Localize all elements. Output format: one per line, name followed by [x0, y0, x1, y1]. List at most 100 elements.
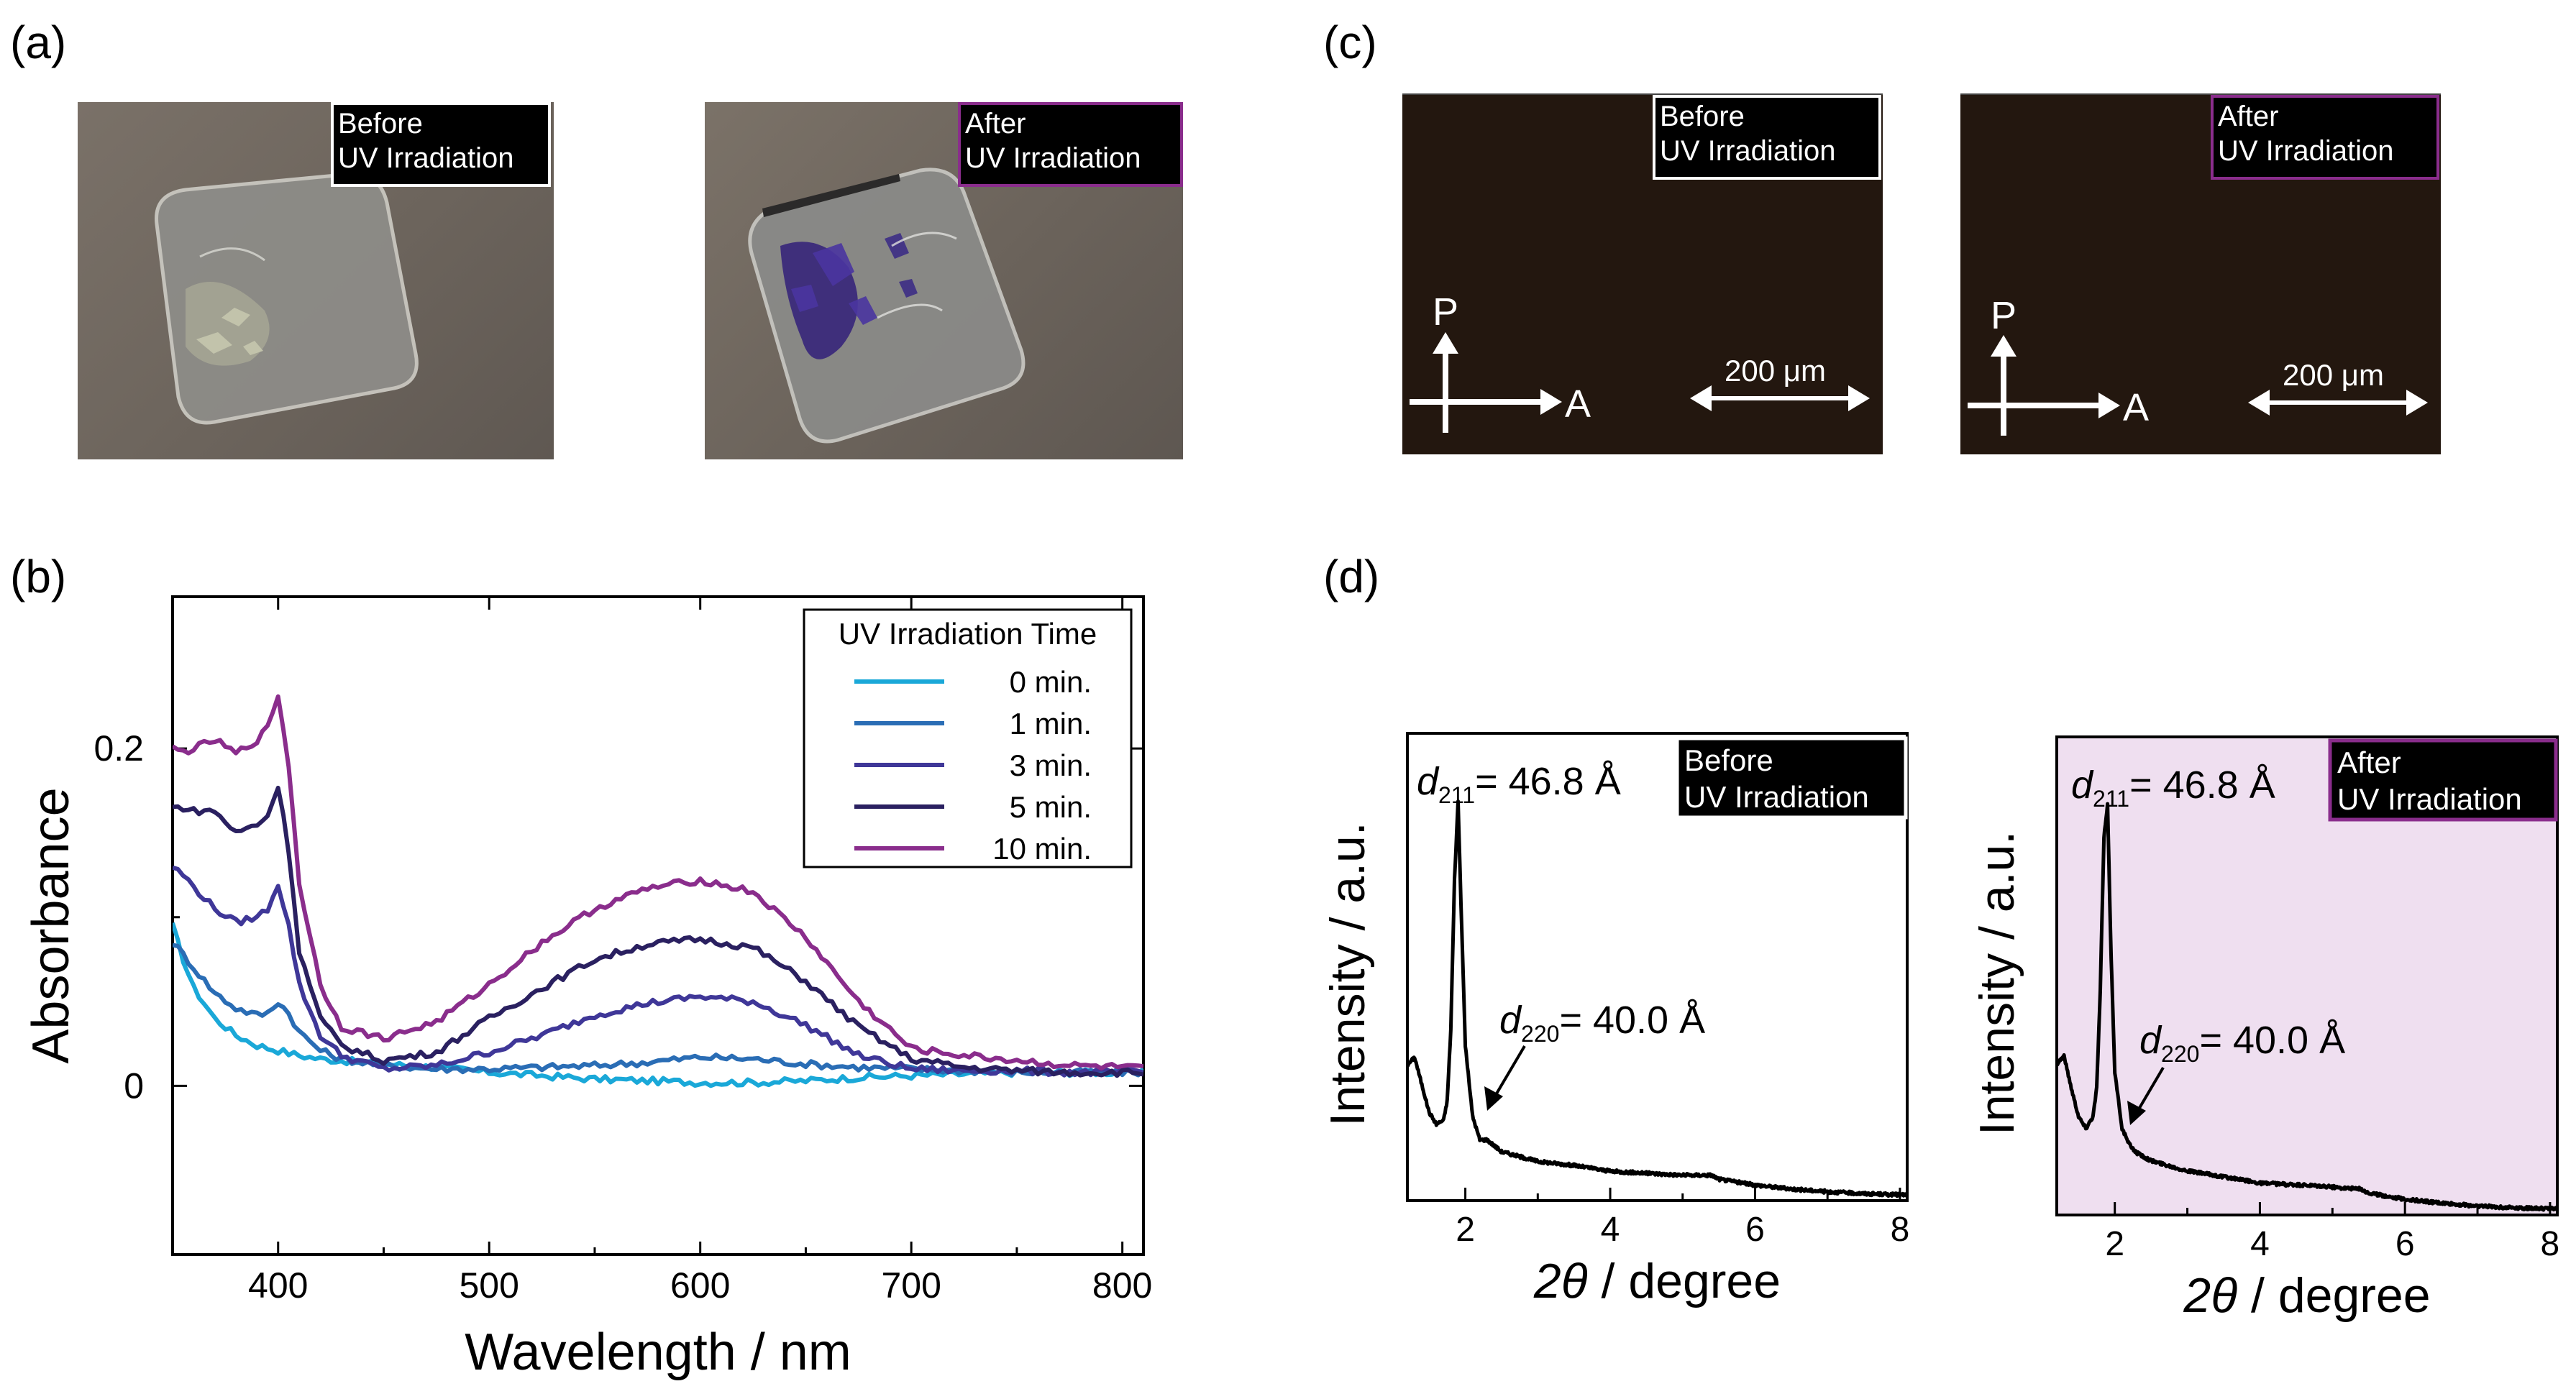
legend-label-b-2: 3 min. — [1010, 748, 1092, 782]
y-tick-label-b-1: 0.2 — [93, 728, 144, 769]
peak-label-value: = 46.8 Å — [2129, 764, 2275, 807]
peak-arrow-line-d-0 — [1490, 1045, 1526, 1104]
chart-b-group: 400 500 600 700 800 0 0.2 Wavelength / nm Absorb… — [22, 595, 1152, 1381]
peak-arrow-head-icon-d-0 — [1484, 1086, 1503, 1111]
peak-label-value: = 40.0 Å — [1559, 999, 1705, 1042]
xrd-tag-box-1 — [2328, 738, 2558, 822]
series-line-b-4 — [173, 694, 1143, 1071]
photo-before-uv: Before UV Irradiation — [78, 102, 554, 459]
tag-line2: UV Irradiation — [338, 142, 514, 174]
analyzer-label: A — [2123, 386, 2149, 429]
tag-line1: After — [965, 108, 1026, 139]
legend-label-b-1: 1 min. — [1010, 707, 1092, 740]
peak-label-subscript: 211 — [2093, 786, 2129, 812]
series-line-b-3 — [173, 785, 1143, 1078]
legend-label-b-4: 10 min. — [992, 832, 1092, 866]
x-axis-label-d-1: 2θ / degree — [2183, 1268, 2430, 1323]
tag-line1: After — [2218, 101, 2279, 132]
legend-box-b — [803, 608, 1133, 868]
micrograph-after-uv: After UV Irradiation P A 200 μm — [1960, 93, 2441, 454]
tag-line2: UV Irradiation — [965, 142, 1141, 174]
y-tick-label-b-0: 0 — [124, 1065, 144, 1106]
xrd-curve-d-1 — [2057, 802, 2557, 1212]
peak-label-d-1-0: d211= 46.8 Å — [2071, 764, 2275, 812]
x-axis-label-symbol: 2θ — [2183, 1268, 2237, 1323]
x-tick-label-d-1-2: 2 — [2105, 1225, 2124, 1263]
polarizer-arrow-icon — [1433, 332, 1458, 433]
scalebar-label: 200 μm — [2283, 358, 2384, 392]
photo-before-tag: Before UV Irradiation — [331, 102, 551, 187]
chart-d-group-0: 2 4 6 8 2θ / degree Intensity / a.u. BeforeUV … — [1320, 732, 1910, 1308]
x-tick-label-d-0-8: 8 — [1891, 1211, 1910, 1249]
peak-label-subscript: 220 — [1521, 1021, 1559, 1047]
scalebar-label: 200 μm — [1725, 354, 1826, 388]
scalebar-arrow-icon — [1690, 385, 1870, 411]
peak-label-d-0-1: d220= 40.0 Å — [1499, 999, 1705, 1047]
peak-arrow-head-icon-d-1 — [2127, 1101, 2146, 1125]
tag-line2: UV Irradiation — [2218, 135, 2394, 167]
micrograph-before-overlay: P A 200 μm — [1410, 290, 1870, 433]
micrograph-after-overlay: P A 200 μm — [1968, 294, 2428, 436]
xrd-curve-d-0 — [1407, 799, 1907, 1198]
substrate-after-illustration — [748, 168, 1026, 444]
peak-label-subscript: 220 — [2161, 1041, 2199, 1067]
analyzer-arrow-icon — [1968, 393, 2120, 418]
x-tick-label-d-1-6: 6 — [2395, 1225, 2415, 1263]
xrd-tag-line2-0: UV Irradiation — [1684, 780, 1869, 814]
x-tick-label-d-1-4: 4 — [2250, 1225, 2270, 1263]
tag-line2: UV Irradiation — [1660, 135, 1836, 167]
peak-label-letter: d — [1499, 999, 1522, 1042]
panel-label-b: (b) — [10, 551, 67, 602]
photo-after-uv: After UV Irradiation — [705, 102, 1183, 459]
x-tick-label-b-700: 700 — [881, 1265, 941, 1306]
polarizer-arrow-icon — [1991, 335, 2017, 436]
peak-label-letter: d — [1417, 760, 1440, 803]
tag-line1: Before — [338, 108, 423, 139]
series-group-b — [173, 694, 1143, 1088]
scalebar-arrow-icon — [2248, 390, 2428, 416]
xrd-tag-line1-0: Before — [1684, 743, 1773, 777]
peak-label-letter: d — [2139, 1019, 2162, 1062]
micrograph-before-uv: Before UV Irradiation P A 200 μm — [1402, 93, 1883, 454]
legend-title-b: UV Irradiation Time — [839, 617, 1097, 651]
x-tick-label-d-0-4: 4 — [1601, 1211, 1620, 1249]
x-axis-label-b: Wavelength / nm — [465, 1324, 851, 1381]
analyzer-label: A — [1565, 382, 1591, 426]
x-axis-label-unit: / degree — [1588, 1254, 1781, 1308]
polarizer-label: P — [1433, 290, 1458, 334]
peak-label-value: = 40.0 Å — [2199, 1019, 2345, 1062]
x-tick-label-b-500: 500 — [459, 1265, 519, 1306]
peak-label-value: = 46.8 Å — [1475, 760, 1621, 803]
x-tick-label-b-800: 800 — [1092, 1265, 1152, 1306]
xrd-tag-line2-1: UV Irradiation — [2337, 782, 2522, 816]
legend-label-b-3: 5 min. — [1010, 790, 1092, 824]
x-tick-label-b-400: 400 — [248, 1265, 308, 1306]
panel-label-c: (c) — [1323, 17, 1377, 68]
y-axis-label-d-0: Intensity / a.u. — [1320, 822, 1375, 1126]
y-axis-label-d-1: Intensity / a.u. — [1970, 831, 2024, 1135]
xrd-tag-box-0 — [1675, 736, 1908, 820]
panel-label-d: (d) — [1323, 551, 1380, 602]
x-tick-label-d-0-6: 6 — [1745, 1211, 1765, 1249]
analyzer-arrow-icon — [1410, 389, 1562, 415]
xrd-tag-line1-1: After — [2337, 746, 2401, 779]
polarizer-label: P — [1991, 294, 2017, 337]
x-axis-label-symbol: 2θ — [1533, 1254, 1588, 1308]
substrate-before-illustration — [155, 172, 419, 425]
peak-label-d-0-0: d211= 46.8 Å — [1417, 760, 1621, 808]
micrograph-before-tag: Before UV Irradiation — [1653, 95, 1881, 180]
x-tick-label-d-0-2: 2 — [1456, 1211, 1475, 1249]
x-axis-label-unit: / degree — [2237, 1268, 2430, 1323]
tag-line1: Before — [1660, 101, 1745, 132]
photo-after-tag: After UV Irradiation — [958, 102, 1183, 187]
peak-label-letter: d — [2071, 764, 2094, 807]
y-axis-label-b: Absorbance — [22, 787, 80, 1063]
peak-label-d-1-1: d220= 40.0 Å — [2139, 1019, 2345, 1067]
x-tick-label-b-600: 600 — [670, 1265, 730, 1306]
micrograph-after-tag: After UV Irradiation — [2211, 95, 2439, 180]
panel-label-a: (a) — [10, 17, 67, 68]
x-tick-label-d-1-8: 8 — [2541, 1225, 2560, 1263]
legend-label-b-0: 0 min. — [1010, 665, 1092, 699]
